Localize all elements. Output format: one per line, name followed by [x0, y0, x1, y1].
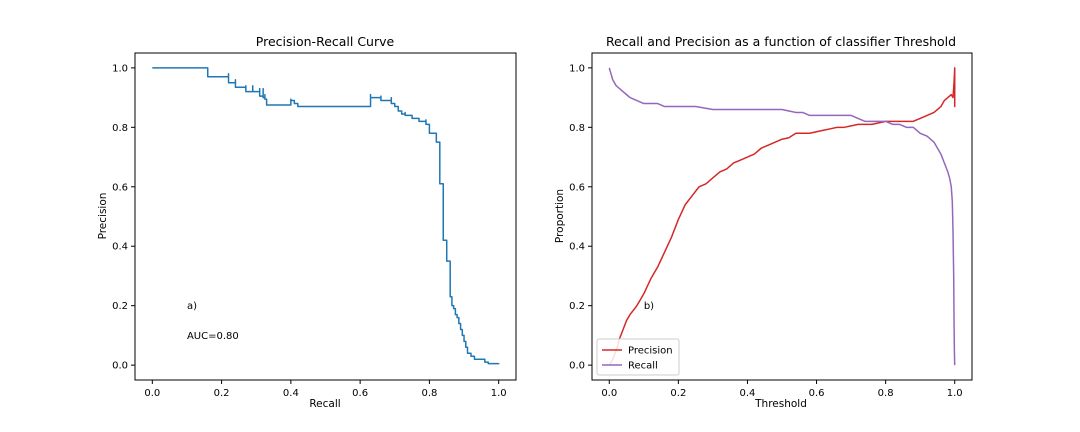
plot-frame — [134, 52, 517, 381]
x-tick-label: 1.0 — [947, 388, 963, 399]
series-line-precision — [608, 67, 956, 366]
y-tick-label: 0.4 — [569, 242, 585, 253]
x-tick-label: 0.8 — [421, 388, 437, 399]
precision-recall-plot: Precision-Recall Curve Recall Precision … — [97, 34, 517, 410]
y-axis-label: Proportion — [554, 189, 566, 243]
plot-frame — [591, 52, 973, 381]
y-tick-label: 0.0 — [112, 361, 128, 372]
annotations: a) AUC=0.80 — [187, 301, 239, 342]
x-tick-label: 0.6 — [352, 388, 368, 399]
x-tick-label: 0.2 — [670, 388, 686, 399]
x-tick-label: 0.0 — [601, 388, 617, 399]
plot-title: Precision-Recall Curve — [256, 34, 395, 49]
legend-label: Precision — [628, 346, 673, 357]
annotation-label: b) — [644, 301, 654, 312]
y-tick-label: 0.8 — [569, 123, 585, 134]
series-lines — [152, 67, 500, 365]
y-axis-label: Precision — [97, 193, 109, 240]
annotations: b) — [644, 301, 654, 312]
y-tick-label: 0.0 — [569, 361, 585, 372]
series-line-recall — [608, 67, 956, 366]
y-tick-label: 0.4 — [112, 242, 128, 253]
x-tick-label: 0.4 — [283, 388, 299, 399]
x-tick-label: 0.0 — [144, 388, 160, 399]
x-tick-label: 0.4 — [740, 388, 756, 399]
y-tick-label: 0.6 — [569, 182, 585, 193]
y-tick-label: 1.0 — [112, 63, 128, 74]
plot-title: Recall and Precision as a function of cl… — [606, 34, 956, 49]
x-axis-label: Threshold — [754, 398, 807, 410]
series-line — [152, 67, 500, 365]
y-tick-label: 1.0 — [569, 63, 585, 74]
threshold-plot: Recall and Precision as a function of cl… — [554, 34, 973, 410]
legend-box — [596, 338, 680, 376]
series-lines — [608, 67, 956, 366]
legend: Precision Recall — [596, 338, 680, 376]
x-tick-label: 0.8 — [878, 388, 894, 399]
y-tick-label: 0.6 — [112, 182, 128, 193]
x-tick-label: 0.6 — [809, 388, 825, 399]
axis-ticks: 0.0 0.2 0.4 0.6 0.8 1.0 0.0 0.2 0.4 0.6 0.8 1.0 — [569, 63, 963, 399]
x-tick-label: 0.2 — [214, 388, 230, 399]
annotation-label: AUC=0.80 — [187, 331, 239, 342]
y-tick-label: 0.8 — [112, 123, 128, 134]
y-tick-label: 0.2 — [569, 301, 585, 312]
x-axis-label: Recall — [309, 398, 340, 410]
legend-label: Recall — [628, 361, 658, 372]
axis-ticks: 0.0 0.2 0.4 0.6 0.8 1.0 0.0 0.2 0.4 0.6 0.8 1.0 — [112, 63, 507, 399]
x-tick-label: 1.0 — [491, 388, 507, 399]
annotation-label: a) — [187, 301, 197, 312]
y-tick-label: 0.2 — [112, 301, 128, 312]
